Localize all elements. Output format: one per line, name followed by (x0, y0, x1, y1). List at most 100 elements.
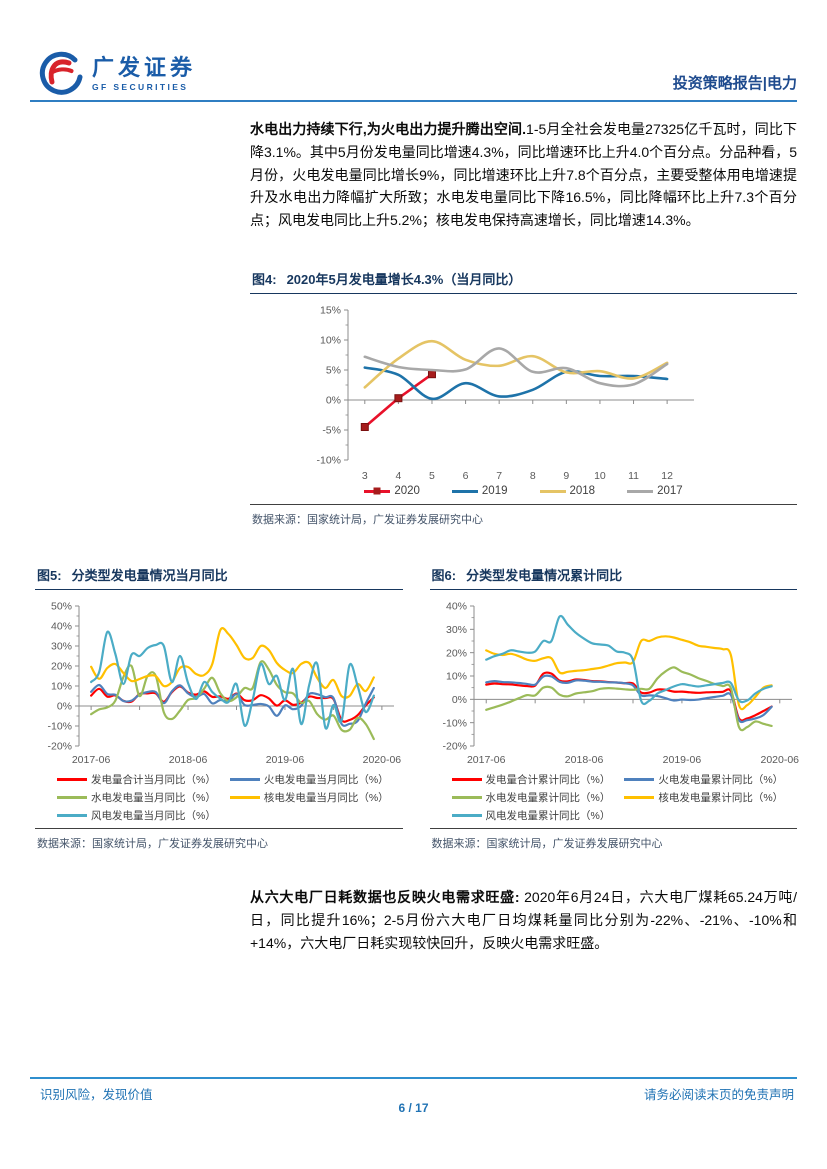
brand-text: 广发证券 GF SECURITIES (92, 54, 197, 92)
svg-text:50%: 50% (51, 601, 72, 613)
legend-item: 水电发电量累计同比（%） (451, 790, 611, 805)
svg-text:-5%: -5% (322, 425, 341, 437)
legend-item: 2017 (627, 485, 683, 497)
legend-item: 核电发电量累计同比（%） (624, 790, 783, 805)
figure-5-title-text: 分类型发电量情况当月同比 (71, 568, 228, 583)
svg-text:0%: 0% (326, 395, 341, 407)
legend-label: 2019 (481, 485, 508, 497)
svg-text:5: 5 (429, 470, 435, 482)
brand-name-en: GF SECURITIES (92, 81, 189, 92)
legend-swatch (57, 813, 87, 818)
legend-item: 火电发电量当月同比（%） (229, 772, 389, 787)
svg-text:0%: 0% (57, 701, 72, 713)
legend-item: 火电发电量累计同比（%） (624, 772, 783, 787)
legend-label: 发电量合计当月同比（%） (91, 774, 216, 786)
svg-text:10%: 10% (320, 335, 341, 347)
figure-4-divider (250, 504, 797, 505)
gf-logo-icon (39, 51, 83, 95)
legend-swatch (627, 489, 654, 493)
svg-text:20%: 20% (51, 661, 72, 673)
legend-item: 核电发电量当月同比（%） (229, 790, 389, 805)
paragraph-body: 1-5月全社会发电量27325亿千瓦时，同比下降3.1%。其中5月份发电量同比增… (250, 121, 797, 229)
legend-swatch (539, 489, 566, 493)
legend-label: 2017 (657, 485, 683, 497)
figure-6-title: 图6: 分类型发电量情况累计同比 (429, 562, 797, 590)
figure-5: 图5: 分类型发电量情况当月同比 -20% -10% 0% 10% 20% 30% 40% 50… (35, 562, 403, 851)
svg-text:-10%: -10% (316, 455, 341, 467)
brand-name-cn: 广发证券 (92, 54, 197, 80)
svg-text:30%: 30% (51, 641, 72, 653)
figure-6: 图6: 分类型发电量情况累计同比 -20% -10% 0% 10% 20% 30% 40% 20… (429, 562, 799, 851)
svg-text:-10%: -10% (442, 717, 467, 729)
svg-text:2018-06: 2018-06 (169, 754, 208, 766)
report-type-label: 投资策略报告|电力 (672, 75, 797, 92)
figure-4-label: 图4: (252, 272, 277, 287)
legend-marker (373, 487, 381, 495)
legend-label: 火电发电量累计同比（%） (658, 774, 784, 786)
legend-label: 风电发电量当月同比（%） (91, 810, 216, 822)
legend-swatch (364, 487, 391, 495)
paragraph-lead: 水电出力持续下行,为火电出力提升腾出空间. (250, 121, 527, 137)
legend-label: 水电发电量累计同比（%） (485, 792, 611, 804)
svg-text:10%: 10% (445, 671, 466, 683)
page-number: 6 / 17 (398, 1101, 429, 1115)
svg-text:30%: 30% (445, 624, 466, 636)
svg-text:2020-06: 2020-06 (760, 754, 799, 766)
legend-label: 水电发电量当月同比（%） (91, 792, 216, 804)
legend-swatch (451, 777, 482, 782)
legend-item: 风电发电量当月同比（%） (57, 808, 216, 823)
legend-swatch (57, 777, 87, 782)
svg-text:0%: 0% (451, 694, 466, 706)
figure-4-title-text: 2020年5月发电量增长4.3%（当月同比） (286, 272, 522, 287)
legend-swatch (624, 795, 655, 800)
figure-5-title: 图5: 分类型发电量情况当月同比 (35, 562, 403, 590)
svg-text:2019-06: 2019-06 (266, 754, 305, 766)
legend-label: 火电发电量当月同比（%） (263, 774, 389, 786)
svg-text:12: 12 (661, 470, 673, 482)
svg-text:10%: 10% (51, 681, 72, 693)
legend-swatch (57, 795, 87, 800)
legend-swatch (229, 795, 260, 800)
page-header: 广发证券 GF SECURITIES 投资策略报告|电力 (30, 42, 797, 102)
svg-text:9: 9 (563, 470, 569, 482)
footer-slogan: 识别风险，发现价值 (40, 1088, 153, 1102)
legend-item: 2020 (364, 485, 420, 497)
fig6-line-chart: -20% -10% 0% 10% 20% 30% 40% 2017-06 2018-06 2019… (442, 601, 799, 766)
paragraph-lead: 从六大电厂日耗数据也反映火电需求旺盛: (250, 889, 520, 905)
svg-text:2019-06: 2019-06 (662, 754, 701, 766)
svg-text:-20%: -20% (442, 741, 467, 753)
legend-swatch (451, 813, 482, 818)
svg-text:6: 6 (463, 470, 469, 482)
figure-5-divider (35, 828, 403, 829)
paragraph-coal-consumption: 从六大电厂日耗数据也反映火电需求旺盛: 2020年6月24日，六大电厂煤耗65.… (250, 886, 797, 954)
svg-text:40%: 40% (51, 621, 72, 633)
legend-swatch (624, 777, 655, 782)
svg-text:4: 4 (395, 470, 401, 482)
svg-text:5%: 5% (326, 365, 341, 377)
legend-label: 2018 (569, 485, 596, 497)
fig5-line-chart: -20% -10% 0% 10% 20% 30% 40% 50% 2017-06 2018-06 2… (47, 601, 402, 766)
fig4-line-chart: -10% -5% 0% 5% 10% 15% 3 4 5 6 7 8 9 10 11 12 (316, 305, 694, 482)
figure-row: 图5: 分类型发电量情况当月同比 -20% -10% 0% 10% 20% 30% 40% 50… (35, 562, 799, 851)
svg-text:2017-06: 2017-06 (72, 754, 111, 766)
legend-item: 2018 (539, 485, 596, 497)
figure-5-label: 图5: (37, 568, 62, 583)
figure-4-source: 数据来源：国家统计局，广发证券发展研究中心 (252, 514, 483, 526)
legend-label: 风电发电量累计同比（%） (485, 810, 611, 822)
svg-text:20%: 20% (445, 647, 466, 659)
figure-4: 图4: 2020年5月发电量增长4.3%（当月同比） -10% -5% 0% 5% 10%… (250, 266, 797, 527)
svg-text:2018-06: 2018-06 (564, 754, 603, 766)
paragraph-body: 2020年6月24日，六大电厂煤耗65.24万吨/日，同比提升16%；2-5月份… (250, 889, 797, 951)
footer-divider (30, 1077, 797, 1079)
fig6-legend: 发电量合计累计同比（%） 火电发电量累计同比（%） 水电发电量累计同比（%） 核电发电… (430, 772, 798, 823)
figure-6-title-text: 分类型发电量情况累计同比 (466, 568, 623, 583)
legend-swatch (451, 489, 478, 493)
svg-text:15%: 15% (320, 305, 341, 317)
legend-label: 发电量合计累计同比（%） (485, 774, 611, 786)
legend-item: 发电量合计累计同比（%） (451, 772, 611, 787)
svg-text:3: 3 (362, 470, 368, 482)
svg-text:2020-06: 2020-06 (363, 754, 402, 766)
legend-label: 核电发电量累计同比（%） (658, 792, 784, 804)
fig4-legend: 2020 2019 2018 2017 (250, 485, 797, 497)
